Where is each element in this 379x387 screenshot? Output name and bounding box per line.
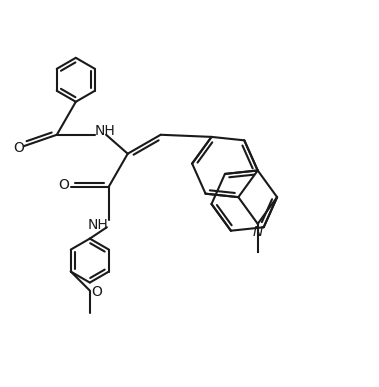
Text: O: O (13, 141, 23, 155)
Text: O: O (59, 178, 69, 192)
Text: NH: NH (95, 124, 116, 138)
Text: NH: NH (88, 218, 108, 232)
Text: O: O (91, 286, 102, 300)
Text: N: N (252, 225, 263, 239)
